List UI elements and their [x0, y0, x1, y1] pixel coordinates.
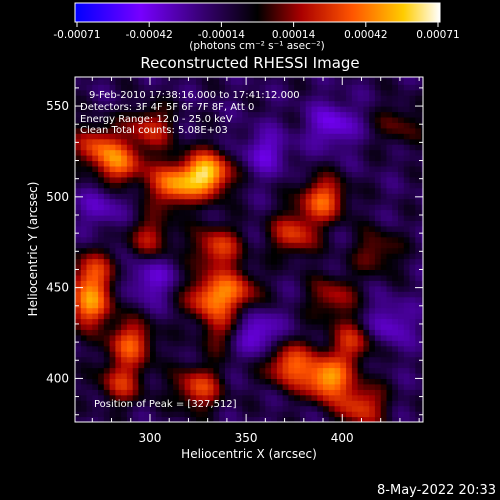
x-tick-label: 400	[331, 431, 354, 445]
annotation-time-range: 9-Feb-2010 17:38:16.000 to 17:41:12.000	[89, 90, 300, 101]
colorbar-tick-label: -0.00071	[53, 29, 100, 41]
y-tick-label: 500	[46, 190, 69, 204]
colorbar-ticks: -0.00071 -0.00042 -0.00014 0.00014 0.00042 0.…	[53, 22, 460, 41]
colorbar-tick-label: -0.00014	[198, 29, 246, 41]
colorbar-tick-label: 0.00071	[416, 29, 459, 41]
y-tick-label: 450	[46, 281, 69, 295]
axis-ticks: 300 350 400 400 450 500 550	[46, 77, 423, 445]
annotation-method: Clean Total counts: 5.08E+03	[80, 125, 228, 136]
colorbar-units-label: (photons cm⁻² s⁻¹ asec⁻²)	[189, 40, 324, 52]
footer-timestamp: 8-May-2022 20:33	[377, 483, 496, 498]
annotations: 9-Feb-2010 17:38:16.000 to 17:41:12.000 …	[80, 90, 300, 410]
annotation-detectors: Detectors: 3F 4F 5F 6F 7F 8F, Att 0	[80, 102, 254, 113]
chart-title: Reconstructed RHESSI Image	[140, 54, 359, 72]
colorbar-tick-label: -0.00042	[126, 29, 173, 41]
y-tick-label: 400	[46, 371, 69, 385]
colorbar-tick-label: 0.00042	[344, 29, 387, 41]
heatmap-image	[75, 77, 423, 422]
colorbar-tick-label: 0.00014	[272, 29, 316, 41]
x-axis-label: Heliocentric X (arcsec)	[181, 447, 317, 461]
colorbar: -0.00071 -0.00042 -0.00014 0.00014 0.00042 0.…	[53, 2, 460, 52]
x-tick-label: 300	[139, 431, 162, 445]
annotation-energy-range: Energy Range: 12.0 - 25.0 keV	[80, 114, 233, 125]
annotation-peak-position: Position of Peak = [327,512]	[94, 399, 237, 410]
colorbar-gradient	[74, 2, 441, 23]
plot-frame	[74, 76, 424, 423]
y-axis-label: Heliocentric Y (arcsec)	[26, 182, 40, 317]
y-tick-label: 550	[46, 99, 69, 113]
x-tick-label: 350	[235, 431, 258, 445]
